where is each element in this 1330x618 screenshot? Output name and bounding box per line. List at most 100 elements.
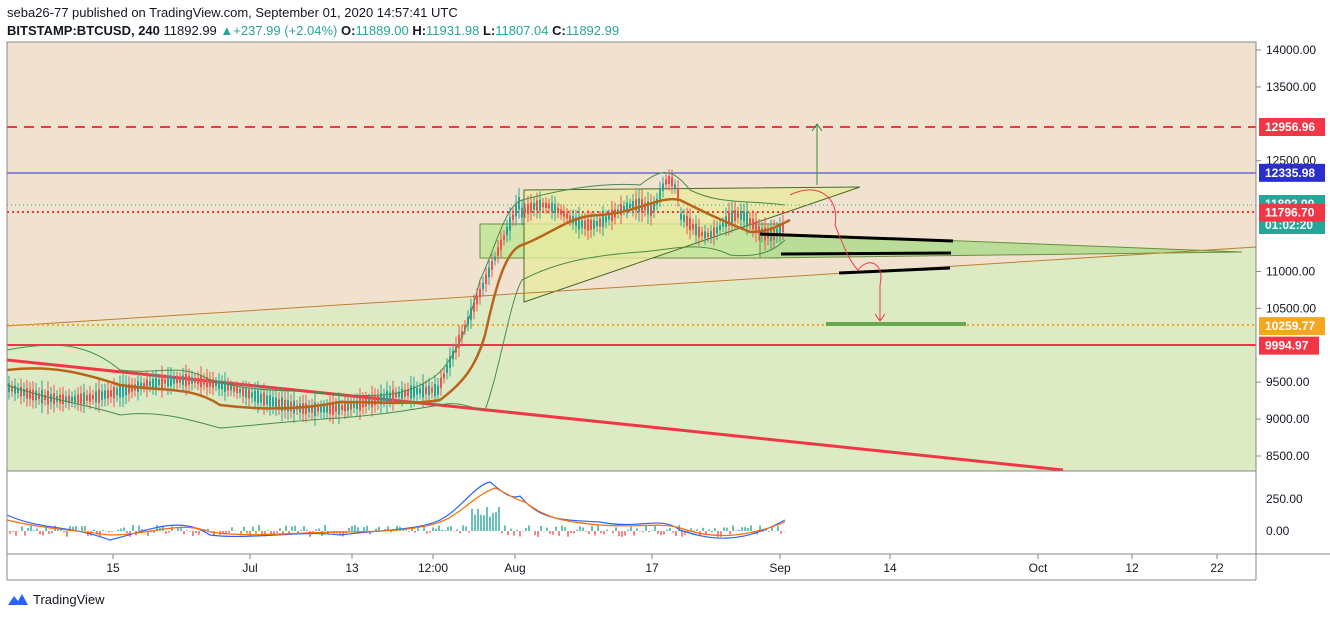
histogram-bar	[150, 531, 152, 533]
candle-body	[644, 203, 646, 211]
candle-body	[62, 394, 64, 404]
candle-body	[125, 383, 127, 396]
candle-body	[329, 403, 331, 414]
histogram-bar	[342, 531, 344, 537]
histogram-bar	[408, 531, 410, 532]
histogram-bar	[51, 531, 53, 534]
histogram-bar	[93, 529, 95, 531]
histogram-bar	[696, 529, 698, 531]
histogram-bar	[780, 531, 782, 534]
brand-name: TradingView	[33, 591, 105, 607]
symbol-label[interactable]: BITSTAMP:BTCUSD, 240	[7, 23, 160, 38]
price-tick-label: 9000.00	[1266, 412, 1310, 426]
histogram-bar	[606, 529, 608, 531]
histogram-bar	[630, 526, 632, 531]
candle-body	[686, 215, 688, 227]
histogram-bar	[762, 531, 764, 532]
candle-body	[68, 395, 70, 404]
low-label: L:	[482, 23, 496, 38]
candle-body	[584, 220, 586, 229]
histogram-bar	[378, 526, 380, 531]
candle-body	[374, 395, 376, 406]
histogram-bar	[495, 512, 497, 531]
candle-body	[341, 405, 343, 411]
candle-body	[107, 389, 109, 399]
candle-body	[131, 384, 133, 392]
candle-body	[227, 383, 229, 391]
time-tick-label: 17	[645, 561, 659, 575]
close-value: 11892.99	[565, 23, 620, 38]
price-badge-label: 10259.77	[1265, 319, 1315, 333]
histogram-bar	[57, 528, 59, 531]
candle-body	[371, 394, 373, 408]
histogram-bar	[768, 531, 770, 532]
candle-body	[29, 389, 31, 399]
histogram-bar	[642, 531, 644, 533]
candle-body	[677, 188, 679, 199]
candle-body	[518, 197, 520, 210]
histogram-bar	[168, 531, 170, 533]
candle-body	[44, 394, 46, 400]
histogram-bar	[528, 525, 530, 531]
histogram-bar	[141, 529, 143, 531]
candle-body	[278, 399, 280, 408]
price-tick-label: 8500.00	[1266, 449, 1310, 463]
candle-body	[23, 389, 25, 396]
time-tick-label: Sep	[769, 561, 791, 575]
candle-body	[353, 403, 355, 408]
price-tick-label: 13500.00	[1266, 80, 1316, 94]
histogram-bar	[312, 531, 314, 532]
price-axis[interactable]: 14000.0013500.0012500.0011000.0010500.00…	[1256, 43, 1316, 463]
candle-body	[707, 232, 709, 238]
candle-body	[170, 375, 172, 386]
candle-body	[269, 394, 271, 407]
open-value: 11889.00	[355, 23, 409, 38]
bollinger-lower	[6, 239, 786, 429]
candle-body	[386, 390, 388, 404]
histogram-bar	[30, 525, 32, 531]
histogram-bar	[162, 526, 164, 531]
tradingview-brand[interactable]: TradingView	[7, 591, 105, 607]
change-value: ▲+237.99 (+2.04%)	[220, 23, 338, 38]
histogram-bar	[72, 526, 74, 531]
candle-body	[662, 183, 664, 191]
histogram-bar	[711, 531, 713, 533]
candle-body	[119, 384, 121, 398]
candle-body	[578, 216, 580, 230]
candle-body	[638, 198, 640, 213]
candle-body	[377, 395, 379, 404]
candle-body	[695, 223, 697, 236]
candle-body	[155, 377, 157, 388]
histogram-bar	[747, 528, 749, 531]
histogram-bar	[303, 526, 305, 531]
candle-body	[674, 184, 676, 189]
histogram-bar	[348, 528, 350, 531]
histogram-bar	[741, 527, 743, 531]
histogram-bar	[573, 531, 575, 534]
histogram-bar	[570, 531, 572, 534]
histogram-bar	[357, 527, 359, 531]
candle-body	[569, 215, 571, 221]
histogram-bar	[465, 526, 467, 531]
histogram-bar	[459, 531, 461, 534]
histogram-bar	[708, 529, 710, 531]
candle-body	[746, 211, 748, 226]
candle-body	[65, 396, 67, 403]
histogram-bar	[552, 531, 554, 535]
histogram-bar	[42, 531, 44, 536]
histogram-bar	[249, 531, 251, 537]
candle-body	[266, 395, 268, 405]
candle-body	[623, 205, 625, 211]
candle-body	[698, 226, 700, 238]
down-arrow-head	[874, 313, 886, 322]
candle-body	[392, 389, 394, 402]
candle-body	[275, 397, 277, 408]
time-axis[interactable]: 15 Jul 13 12:00 Aug 17 Sep 14 Oct 12 22	[106, 554, 1224, 575]
histogram-bar	[63, 531, 65, 533]
candle-body	[140, 382, 142, 390]
time-tick-label: 22	[1210, 561, 1224, 575]
histogram-bar	[291, 526, 293, 531]
histogram-bar	[654, 525, 656, 531]
price-badge: 12956.96	[1259, 117, 1325, 136]
